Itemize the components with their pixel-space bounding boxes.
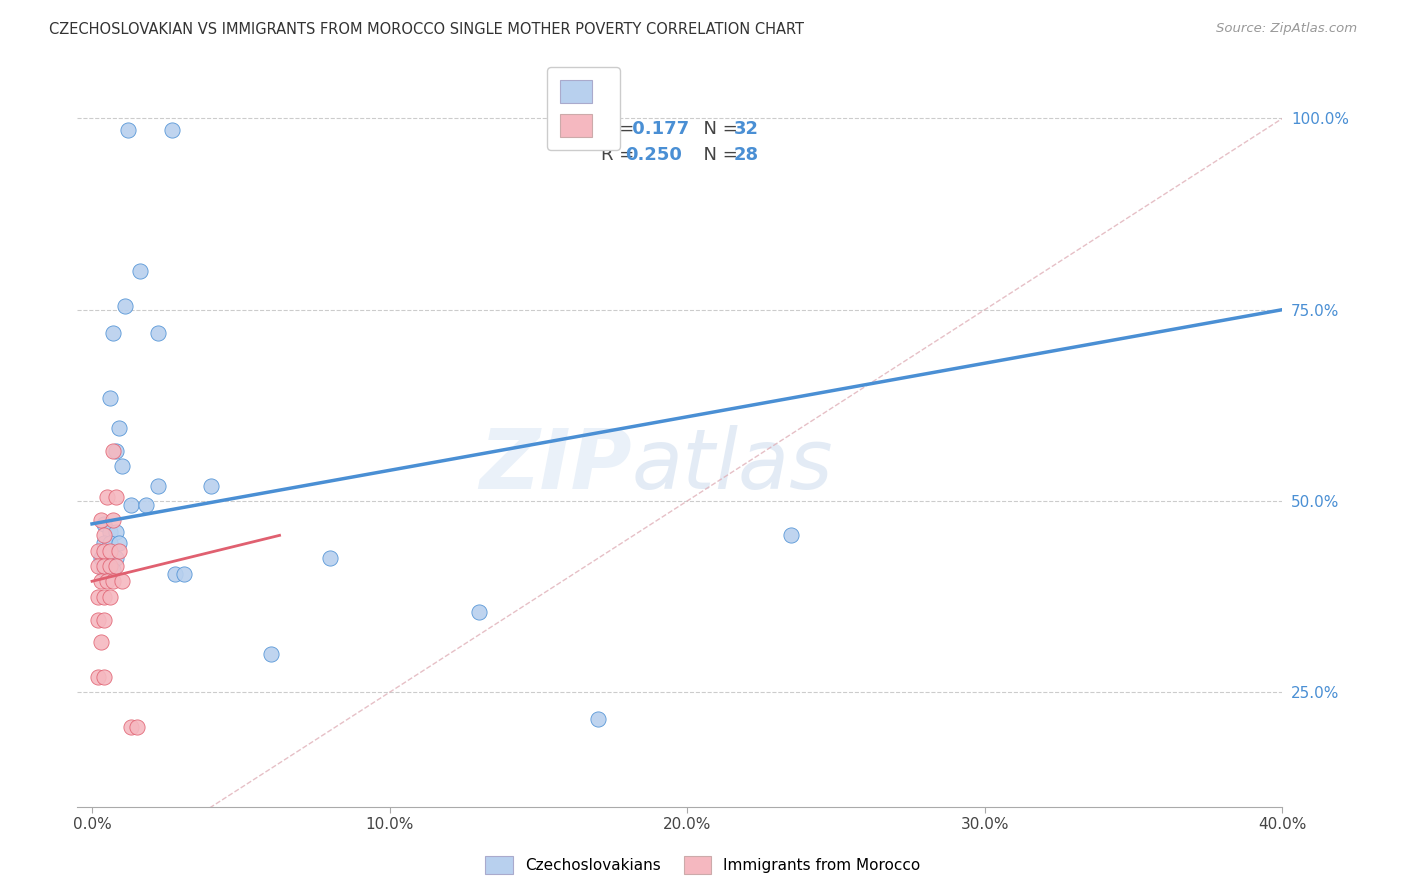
Point bbox=[98, 558, 121, 573]
Point bbox=[98, 536, 121, 550]
Point bbox=[93, 543, 115, 558]
Point bbox=[87, 670, 110, 684]
Point bbox=[98, 524, 121, 539]
Point bbox=[87, 558, 110, 573]
Text: R =: R = bbox=[602, 145, 641, 163]
Point bbox=[98, 590, 121, 604]
Point bbox=[101, 563, 124, 577]
Point bbox=[586, 712, 609, 726]
Text: 0.177: 0.177 bbox=[626, 120, 689, 138]
Point bbox=[319, 551, 342, 566]
Text: CZECHOSLOVAKIAN VS IMMIGRANTS FROM MOROCCO SINGLE MOTHER POVERTY CORRELATION CHA: CZECHOSLOVAKIAN VS IMMIGRANTS FROM MOROC… bbox=[49, 22, 804, 37]
Text: 32: 32 bbox=[734, 120, 759, 138]
Point bbox=[117, 123, 139, 137]
Text: R =: R = bbox=[602, 120, 641, 138]
Point bbox=[468, 605, 491, 619]
Point bbox=[96, 551, 118, 566]
Point bbox=[90, 635, 112, 649]
Point bbox=[104, 558, 127, 573]
Point bbox=[108, 421, 131, 435]
Point bbox=[128, 264, 150, 278]
Point bbox=[104, 490, 127, 504]
Point bbox=[93, 528, 115, 542]
Point bbox=[101, 326, 124, 340]
Point bbox=[93, 613, 115, 627]
Point bbox=[108, 536, 131, 550]
Point bbox=[90, 513, 112, 527]
Point bbox=[259, 647, 281, 661]
Text: atlas: atlas bbox=[631, 425, 834, 506]
Point bbox=[93, 590, 115, 604]
Point bbox=[125, 720, 148, 734]
Point bbox=[173, 566, 195, 581]
Text: Source: ZipAtlas.com: Source: ZipAtlas.com bbox=[1216, 22, 1357, 36]
Text: ZIP: ZIP bbox=[479, 425, 631, 506]
Point bbox=[96, 574, 118, 589]
Point bbox=[120, 498, 142, 512]
Point bbox=[146, 478, 169, 492]
Point bbox=[87, 613, 110, 627]
Text: N =: N = bbox=[692, 145, 744, 163]
Point bbox=[93, 670, 115, 684]
Point bbox=[780, 528, 803, 542]
Point bbox=[93, 563, 115, 577]
Point bbox=[93, 536, 115, 550]
Legend: , : , bbox=[547, 67, 620, 150]
Text: N =: N = bbox=[692, 120, 744, 138]
Point bbox=[162, 123, 184, 137]
Point bbox=[93, 558, 115, 573]
Point bbox=[104, 444, 127, 458]
Point bbox=[101, 513, 124, 527]
Point bbox=[108, 543, 131, 558]
Text: 28: 28 bbox=[734, 145, 759, 163]
Point bbox=[98, 391, 121, 405]
Point bbox=[104, 551, 127, 566]
Point bbox=[101, 574, 124, 589]
Point bbox=[98, 543, 121, 558]
Point bbox=[114, 299, 136, 313]
Point bbox=[101, 444, 124, 458]
Text: 0.250: 0.250 bbox=[626, 145, 682, 163]
Point bbox=[120, 720, 142, 734]
Point bbox=[111, 574, 134, 589]
Point bbox=[165, 566, 187, 581]
Point bbox=[111, 459, 134, 474]
Point bbox=[104, 524, 127, 539]
Point bbox=[200, 478, 222, 492]
Point bbox=[135, 498, 157, 512]
Point bbox=[93, 516, 115, 531]
Point bbox=[87, 590, 110, 604]
Point bbox=[146, 326, 169, 340]
Legend: Czechoslovakians, Immigrants from Morocco: Czechoslovakians, Immigrants from Morocc… bbox=[479, 850, 927, 880]
Point bbox=[90, 574, 112, 589]
Point bbox=[96, 490, 118, 504]
Point bbox=[90, 551, 112, 566]
Point bbox=[87, 543, 110, 558]
